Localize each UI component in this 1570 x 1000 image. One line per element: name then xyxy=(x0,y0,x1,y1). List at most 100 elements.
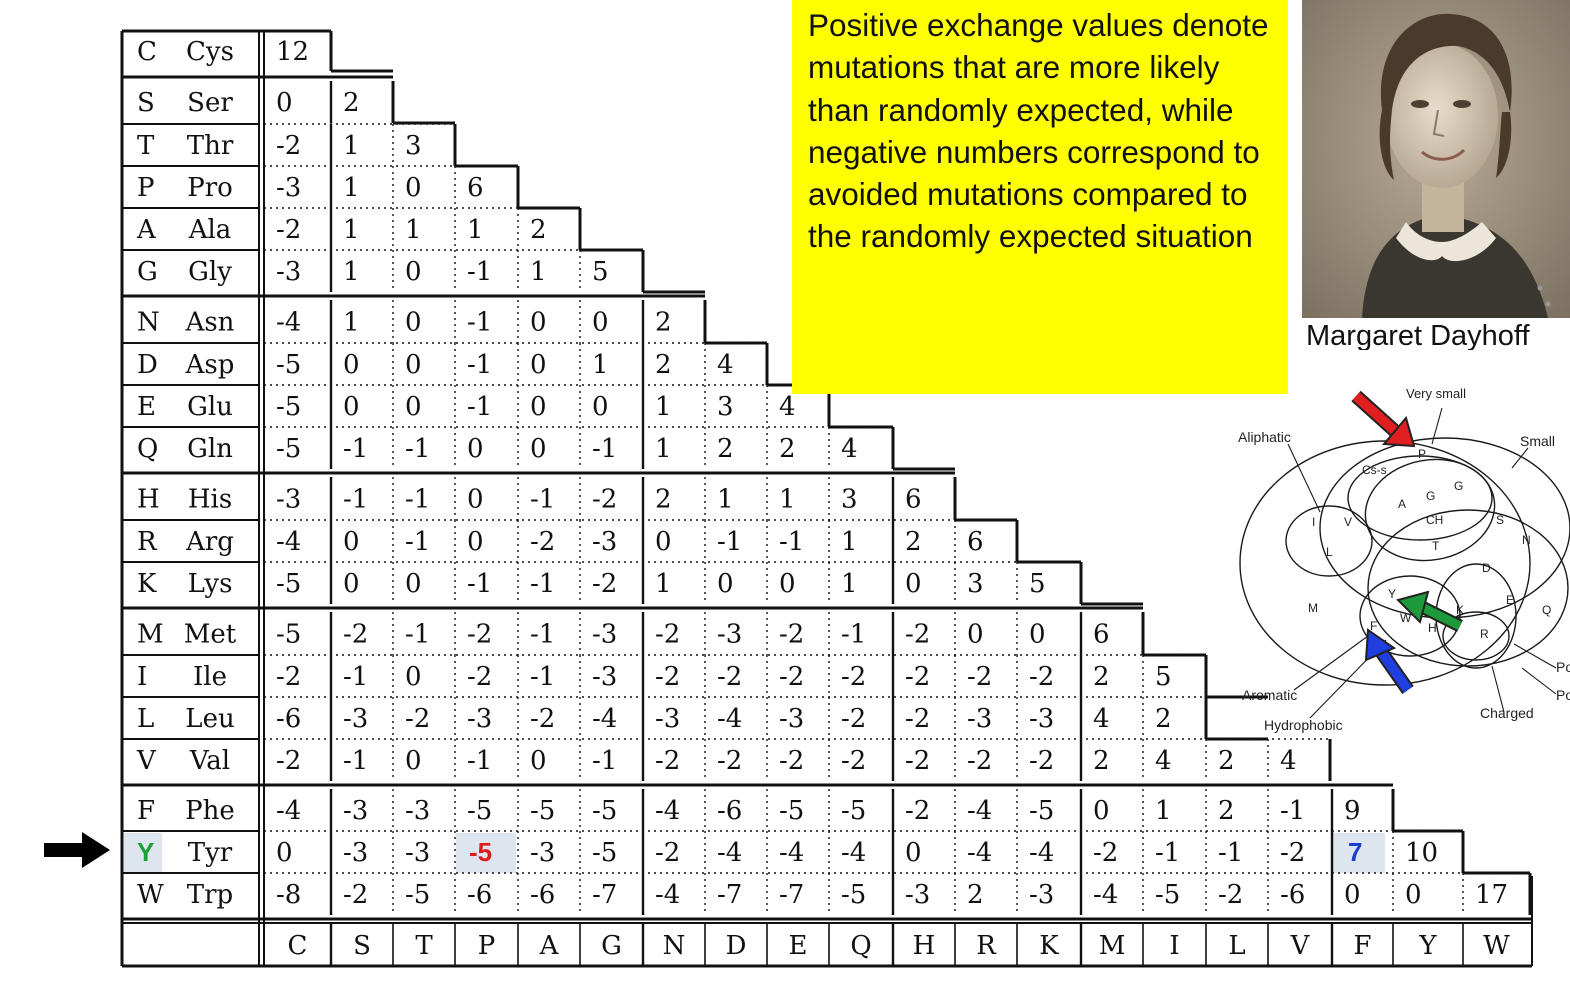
row-pointer-arrow xyxy=(44,832,110,868)
venn-residue-h: H xyxy=(1428,621,1437,635)
matrix-cell: -5 xyxy=(276,350,301,380)
matrix-cell: 0 xyxy=(405,569,422,599)
venn-tiny-set xyxy=(1347,455,1493,541)
matrix-cell: -2 xyxy=(530,704,555,734)
matrix-cell: -5 xyxy=(592,796,617,826)
row-name: Met xyxy=(184,620,237,650)
column-code: Q xyxy=(850,931,871,961)
matrix-cell: -5 xyxy=(779,796,804,826)
matrix-cell: 0 xyxy=(592,392,609,422)
matrix-cell: -1 xyxy=(467,392,492,422)
matrix-cell: 2 xyxy=(905,527,922,557)
matrix-cell: -2 xyxy=(905,662,930,692)
matrix-cell: 6 xyxy=(967,527,984,557)
row-name: Phe xyxy=(185,796,235,826)
venn-label-very_small: Very small xyxy=(1406,386,1466,401)
matrix-cell: 1 xyxy=(655,392,672,422)
row-name: Ile xyxy=(193,662,227,692)
venn-label-aliphatic: Aliphatic xyxy=(1238,429,1291,445)
column-code: T xyxy=(415,931,433,961)
matrix-cell: -2 xyxy=(905,620,930,650)
row-code: Q xyxy=(137,434,158,464)
matrix-cell: -2 xyxy=(1280,838,1305,868)
matrix-cell: 0 xyxy=(592,308,609,338)
row-code: T xyxy=(137,131,155,161)
matrix-cell: 0 xyxy=(530,746,547,776)
matrix-cell: -2 xyxy=(779,662,804,692)
matrix-cell: -1 xyxy=(405,434,430,464)
matrix-cell: -1 xyxy=(530,620,555,650)
matrix-cell: 1 xyxy=(343,215,360,245)
matrix-cell: -4 xyxy=(276,527,301,557)
matrix-cell: -2 xyxy=(343,620,368,650)
column-code: H xyxy=(913,931,936,961)
matrix-cell: -2 xyxy=(779,620,804,650)
row-code: Y xyxy=(137,837,154,867)
matrix-cell: -1 xyxy=(717,527,742,557)
matrix-cell: 1 xyxy=(343,308,360,338)
matrix-cell: -7 xyxy=(779,880,804,910)
venn-aliphatic-set xyxy=(1285,505,1373,577)
matrix-cell: -1 xyxy=(530,485,555,515)
venn-residue-m: M xyxy=(1308,601,1318,615)
matrix-cell: -2 xyxy=(655,838,680,868)
matrix-cell: 0 xyxy=(343,350,360,380)
matrix-cell: -6 xyxy=(717,796,742,826)
matrix-cell: -1 xyxy=(343,434,368,464)
venn-residue-a: A xyxy=(1398,497,1406,511)
matrix-cell: 0 xyxy=(276,88,293,118)
portrait-photo xyxy=(1302,0,1570,318)
matrix-cell: -1 xyxy=(592,434,617,464)
matrix-cell: -1 xyxy=(530,569,555,599)
column-code: E xyxy=(789,931,808,961)
matrix-cell: 0 xyxy=(405,746,422,776)
venn-residue-p: P xyxy=(1418,447,1426,461)
row-name: Asn xyxy=(185,308,235,338)
matrix-cell: -2 xyxy=(276,662,301,692)
matrix-cell: 4 xyxy=(1093,704,1110,734)
row-name: Leu xyxy=(185,704,234,734)
matrix-cell: 0 xyxy=(405,308,422,338)
row-name: Glu xyxy=(187,392,233,422)
matrix-cell: 2 xyxy=(343,88,360,118)
row-name: Gly xyxy=(188,257,232,287)
matrix-cell: -5 xyxy=(592,838,617,868)
matrix-cell: -5 xyxy=(276,569,301,599)
venn-residue-g2: G xyxy=(1426,489,1435,503)
matrix-cell: 5 xyxy=(1029,569,1046,599)
column-code: I xyxy=(1169,931,1179,961)
venn-residue-ch: CH xyxy=(1426,513,1443,527)
matrix-cell: -1 xyxy=(405,620,430,650)
matrix-cell: 0 xyxy=(405,392,422,422)
matrix-cell: -4 xyxy=(967,838,992,868)
matrix-cell: -6 xyxy=(276,704,301,734)
matrix-cell: -4 xyxy=(1093,880,1118,910)
matrix-cell: -5 xyxy=(841,880,866,910)
green-arrow-icon xyxy=(1396,590,1463,632)
venn-residue-t: T xyxy=(1432,539,1440,553)
matrix-cell: -6 xyxy=(530,880,555,910)
column-code: M xyxy=(1099,931,1126,961)
venn-polar-set xyxy=(1367,509,1569,667)
note-text: Positive exchange values denote mutation… xyxy=(808,7,1269,255)
explanation-note: Positive exchange values denote mutation… xyxy=(792,0,1288,394)
row-name: Asp xyxy=(185,350,235,380)
row-name: Gln xyxy=(187,434,233,464)
row-name: Thr xyxy=(187,131,234,161)
venn-label-small: Small xyxy=(1520,433,1555,449)
tyr-code-highlight xyxy=(124,833,162,873)
matrix-cell: 0 xyxy=(1405,880,1422,910)
matrix-cell: -2 xyxy=(1093,838,1118,868)
matrix-cell: 1 xyxy=(841,569,858,599)
matrix-cell: 1 xyxy=(343,257,360,287)
matrix-cell: -2 xyxy=(467,662,492,692)
matrix-cell: -6 xyxy=(1280,880,1305,910)
matrix-cell: 0 xyxy=(405,173,422,203)
matrix-cell: 1 xyxy=(530,257,547,287)
matrix-cell: -6 xyxy=(467,880,492,910)
column-code: G xyxy=(601,931,622,961)
matrix-cell: 4 xyxy=(717,350,734,380)
matrix-cell: -1 xyxy=(467,350,492,380)
matrix-cell: 2 xyxy=(530,215,547,245)
matrix-cell: -2 xyxy=(405,704,430,734)
